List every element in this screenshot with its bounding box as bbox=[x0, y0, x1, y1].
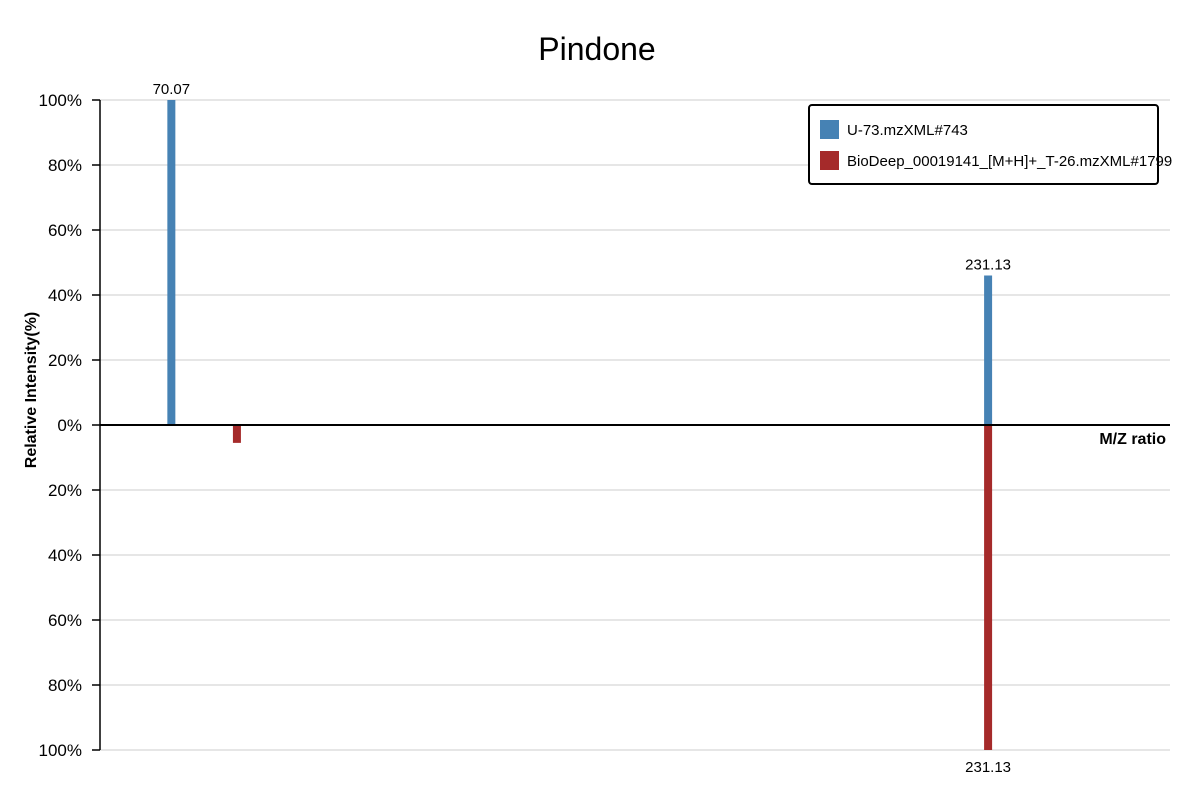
y-tick-label: 80% bbox=[48, 156, 82, 175]
y-tick-label: 60% bbox=[48, 611, 82, 630]
peak-label: 70.07 bbox=[153, 81, 191, 98]
legend-swatch-query bbox=[820, 120, 839, 139]
legend-box bbox=[808, 104, 1159, 185]
legend-label-query: U-73.mzXML#743 bbox=[847, 122, 968, 139]
peak-label: 231.13 bbox=[965, 759, 1011, 776]
bars bbox=[167, 100, 993, 750]
peak-label: 231.13 bbox=[965, 257, 1011, 274]
query-peak-bar bbox=[167, 100, 176, 425]
reference-peak-bar bbox=[984, 425, 993, 750]
x-axis-title: M/Z ratio bbox=[1099, 431, 1166, 448]
y-tick-label: 80% bbox=[48, 676, 82, 695]
y-tick-label: 40% bbox=[48, 546, 82, 565]
legend-swatch-reference bbox=[820, 151, 839, 170]
axes bbox=[99, 100, 1170, 750]
reference-peak-bar bbox=[232, 425, 241, 443]
y-tick-label: 0% bbox=[57, 416, 82, 435]
legend-label-reference: BioDeep_00019141_[M+H]+_T-26.mzXML#1799 bbox=[847, 153, 1172, 170]
y-tick-label: 20% bbox=[48, 481, 82, 500]
y-tick-label: 20% bbox=[48, 351, 82, 370]
legend: U-73.mzXML#743 BioDeep_00019141_[M+H]+_T… bbox=[808, 104, 1172, 185]
y-tick-label: 40% bbox=[48, 286, 82, 305]
y-axis-title: Relative Intensity(%) bbox=[23, 312, 40, 468]
y-tick-label: 100% bbox=[39, 91, 82, 110]
y-axis-ticks: 100% 80% 60% 40% 20% 0% 20% 40% 60% 80% 100% bbox=[39, 91, 100, 760]
chart-title: Pindone bbox=[538, 31, 655, 67]
y-tick-label: 100% bbox=[39, 741, 82, 760]
y-tick-label: 60% bbox=[48, 221, 82, 240]
query-peak-bar bbox=[984, 275, 993, 425]
data-labels: 70.07 231.13 231.13 bbox=[153, 81, 1011, 776]
